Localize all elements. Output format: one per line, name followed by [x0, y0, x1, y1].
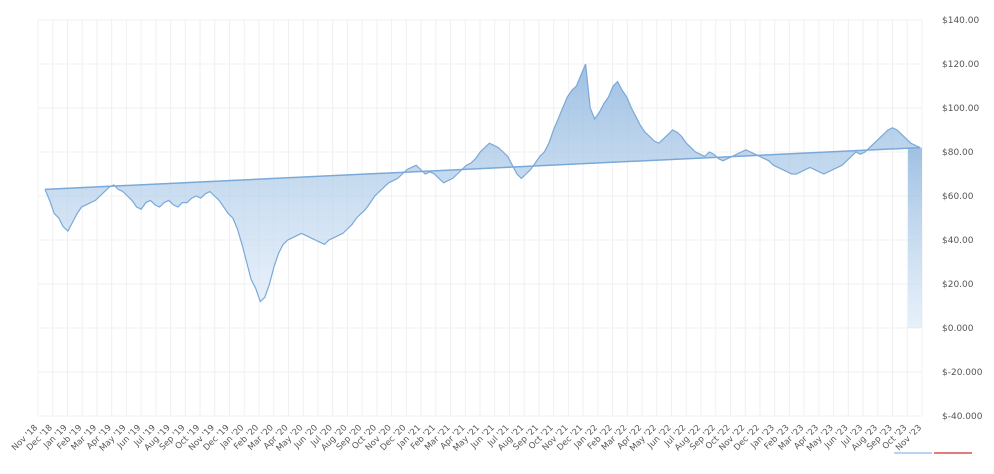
y-tick-label: $100.00: [942, 104, 979, 114]
last-value-bar: [908, 147, 922, 328]
y-tick-label: $20.00: [942, 280, 974, 290]
y-tick-label: $60.00: [942, 192, 974, 202]
y-tick-label: $-20.000: [942, 368, 983, 378]
y-tick-label: $140.00: [942, 16, 979, 26]
legend-swatch-blue: [894, 452, 932, 454]
y-tick-label: $40.00: [942, 236, 974, 246]
y-axis: $140.00 $120.00 $100.00 $80.00 $60.00 $40.00 $…: [942, 16, 983, 422]
y-tick-label: $80.00: [942, 148, 974, 158]
series-line: [44, 63, 921, 303]
series-area: [45, 64, 920, 302]
series-layer: [44, 63, 922, 328]
grid-lines: [37, 19, 923, 417]
y-tick-label: $0.000: [942, 324, 974, 334]
series-baseline: [44, 146, 921, 191]
y-tick-label: $120.00: [942, 60, 979, 70]
y-tick-label: $-40.000: [942, 412, 983, 422]
legend-swatch-red: [934, 452, 972, 454]
